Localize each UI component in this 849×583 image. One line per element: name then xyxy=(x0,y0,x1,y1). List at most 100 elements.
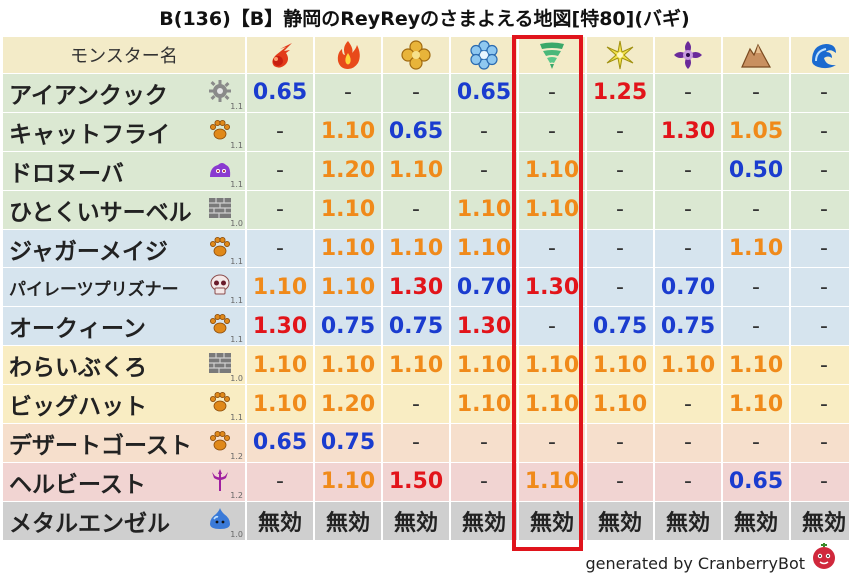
resistance-value: - xyxy=(723,190,789,230)
resistance-value: - xyxy=(655,151,721,191)
monster-name-cell: ジャガーメイジ 1.1 xyxy=(3,229,245,269)
monster-name: パイレーツプリズナー xyxy=(9,279,179,300)
type-level: 1.0 xyxy=(230,374,243,384)
resistance-value: - xyxy=(723,307,789,347)
resistance-value: 1.10 xyxy=(315,229,381,269)
resistance-value: - xyxy=(655,74,721,113)
monster-name: ドロヌーバ xyxy=(9,160,124,187)
resistance-value: 1.30 xyxy=(247,307,313,347)
type-level: 1.1 xyxy=(230,296,243,306)
monster-name: ヘルビースト xyxy=(9,471,146,498)
resistance-value: - xyxy=(587,151,653,191)
resistance-value: 1.05 xyxy=(723,112,789,152)
resistance-value: 1.10 xyxy=(247,268,313,308)
type-level: 1.1 xyxy=(230,335,243,345)
monster-name: ビッグハット xyxy=(9,394,147,421)
resistance-value: - xyxy=(791,268,849,308)
resistance-value: 無効 xyxy=(791,501,849,541)
resistance-value: - xyxy=(791,151,849,191)
resistance-value: - xyxy=(587,190,653,230)
header-element-9 xyxy=(791,37,849,74)
rock-icon xyxy=(740,39,772,71)
resistance-value: 1.10 xyxy=(247,385,313,425)
resistance-value: - xyxy=(587,424,653,463)
resistance-value: - xyxy=(451,151,517,191)
resistance-value: 無効 xyxy=(655,501,721,541)
resistance-value: - xyxy=(451,424,517,463)
earth-icon xyxy=(400,39,432,71)
brick-icon xyxy=(207,195,233,221)
resistance-value: 1.10 xyxy=(587,385,653,425)
resistance-value: 1.10 xyxy=(723,385,789,425)
resistance-value: 0.75 xyxy=(383,307,449,347)
resistance-value: - xyxy=(723,74,789,113)
paw-icon xyxy=(207,389,233,415)
resistance-value: 0.65 xyxy=(383,112,449,152)
resistance-value: 1.10 xyxy=(519,151,585,191)
monster-name: ジャガーメイジ xyxy=(9,238,168,265)
monster-name-cell: アイアンクック 1.1 xyxy=(3,74,245,113)
resistance-table: モンスター名 アイアンクック 1.1 0.65- -0.65-1.25- - - キャットフラ… xyxy=(3,37,849,541)
resistance-value: 無効 xyxy=(383,501,449,541)
resistance-value: - xyxy=(655,424,721,463)
resistance-value: - xyxy=(587,268,653,308)
resistance-value: - xyxy=(723,268,789,308)
footer-credit: generated by CranberryBot xyxy=(585,554,805,573)
resistance-value: - xyxy=(791,385,849,425)
resistance-value: - xyxy=(791,74,849,113)
resistance-value: 1.10 xyxy=(383,151,449,191)
resistance-value: 1.10 xyxy=(383,229,449,269)
resistance-value: - xyxy=(791,112,849,152)
brick-icon xyxy=(207,350,233,376)
resistance-value: 1.10 xyxy=(587,346,653,386)
monster-name-cell: ビッグハット 1.1 xyxy=(3,385,245,425)
monster-name-cell: ヘルビースト 1.2 xyxy=(3,462,245,502)
resistance-value: 1.10 xyxy=(723,346,789,386)
resistance-value: 1.10 xyxy=(655,346,721,386)
resistance-value: 1.10 xyxy=(315,190,381,230)
type-level: 1.1 xyxy=(230,140,243,150)
slime-blue-icon xyxy=(207,506,233,532)
resistance-value: 0.65 xyxy=(723,462,789,502)
monster-name-cell: メタルエンゼル 1.0 xyxy=(3,501,245,541)
header-element-5 xyxy=(519,37,585,74)
resistance-value: - xyxy=(791,424,849,463)
resistance-value: 1.10 xyxy=(451,346,517,386)
resistance-value: - xyxy=(655,190,721,230)
type-level: 1.1 xyxy=(230,179,243,189)
ice-icon xyxy=(468,39,500,71)
resistance-value: 1.10 xyxy=(315,268,381,308)
resistance-value: 無効 xyxy=(587,501,653,541)
resistance-value: 0.65 xyxy=(247,424,313,463)
flame-icon xyxy=(332,39,364,71)
dark-icon xyxy=(672,39,704,71)
monster-name-cell: わらいぶくろ 1.0 xyxy=(3,346,245,386)
wave-icon xyxy=(808,39,840,71)
resistance-value: 1.20 xyxy=(315,151,381,191)
resistance-value: 1.10 xyxy=(451,190,517,230)
wind-icon xyxy=(536,39,568,71)
type-level: 1.0 xyxy=(230,218,243,228)
paw-icon xyxy=(207,234,233,260)
resistance-value: - xyxy=(723,424,789,463)
resistance-value: - xyxy=(519,229,585,269)
gear-icon xyxy=(207,78,233,104)
resistance-value: 1.30 xyxy=(655,112,721,152)
resistance-value: - xyxy=(247,112,313,152)
resistance-value: 0.75 xyxy=(315,424,381,463)
paw-icon xyxy=(207,428,233,454)
resistance-value: 0.75 xyxy=(587,307,653,347)
resistance-value: - xyxy=(247,190,313,230)
resistance-value: - xyxy=(655,229,721,269)
resistance-value: 1.10 xyxy=(383,346,449,386)
resistance-value: 0.65 xyxy=(247,74,313,113)
resistance-value: 1.10 xyxy=(315,462,381,502)
resistance-value: 1.10 xyxy=(519,462,585,502)
monster-name-cell: ひとくいサーベル 1.0 xyxy=(3,190,245,230)
resistance-value: - xyxy=(791,462,849,502)
resistance-value: - xyxy=(587,462,653,502)
resistance-value: 0.75 xyxy=(315,307,381,347)
monster-name-cell: キャットフライ 1.1 xyxy=(3,112,245,152)
light-icon xyxy=(604,39,636,71)
monster-name: キャットフライ xyxy=(9,121,170,148)
